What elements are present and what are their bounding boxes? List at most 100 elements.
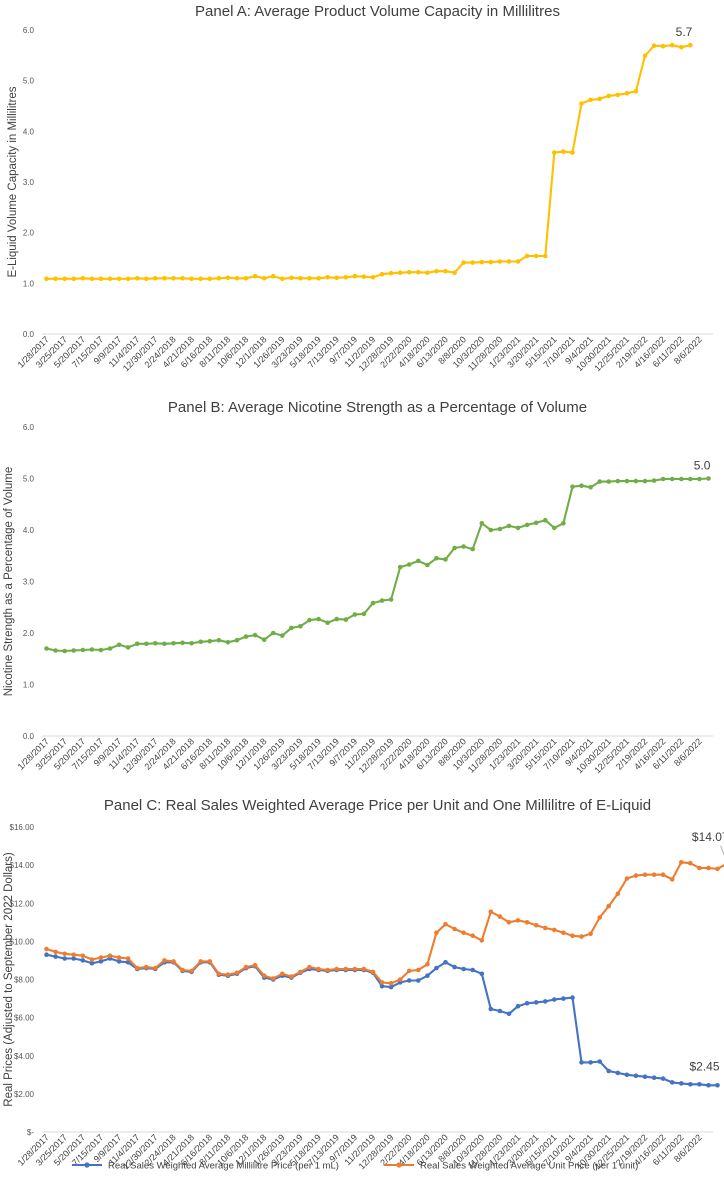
data-point — [189, 276, 194, 282]
data-point — [180, 640, 185, 646]
y-tick-label: 2.0 — [23, 629, 35, 638]
data-point — [225, 275, 231, 281]
data-point — [243, 276, 249, 281]
data-point — [80, 276, 86, 281]
data-point — [588, 485, 593, 490]
data-point — [533, 253, 539, 259]
data-point — [606, 93, 611, 99]
y-tick-label: 0.0 — [23, 330, 35, 339]
data-point — [543, 925, 548, 931]
data-point — [289, 974, 294, 979]
data-point — [162, 958, 167, 963]
data-point — [71, 956, 76, 961]
data-point — [216, 971, 222, 977]
data-point — [406, 562, 412, 567]
data-point — [53, 954, 58, 959]
data-point — [406, 978, 412, 983]
y-tick-label: 1.0 — [23, 279, 35, 288]
y-tick-label: $6.00 — [14, 1014, 35, 1023]
data-point — [261, 637, 267, 642]
data-point — [642, 872, 648, 877]
data-point — [280, 276, 285, 282]
data-point — [606, 1068, 611, 1074]
data-point — [533, 520, 539, 526]
data-point — [416, 967, 421, 973]
data-point — [62, 648, 67, 654]
data-point — [71, 648, 76, 653]
data-point — [597, 915, 602, 920]
data-point — [488, 259, 494, 265]
data-point — [198, 639, 203, 645]
panel-title: Panel A: Average Product Volume Capacity… — [195, 3, 560, 20]
data-point — [434, 930, 439, 936]
data-point — [162, 641, 167, 647]
data-point — [434, 556, 439, 561]
data-point — [570, 995, 575, 1000]
data-point — [552, 150, 557, 155]
data-point — [669, 1080, 675, 1085]
y-tick-label: $14.00 — [10, 861, 35, 870]
data-point — [443, 268, 448, 274]
data-point — [71, 276, 76, 282]
data-point — [588, 1060, 593, 1065]
data-point — [361, 611, 367, 617]
data-point — [579, 483, 584, 489]
data-point — [116, 959, 122, 964]
data-point — [679, 44, 684, 50]
data-point — [651, 872, 657, 877]
y-tick-label: 3.0 — [23, 178, 35, 187]
data-point — [443, 921, 448, 927]
y-tick-label: $12.00 — [10, 899, 35, 908]
data-point — [579, 1060, 584, 1065]
data-point — [406, 269, 412, 275]
legend-label: Real Sales Weighted Average Millilitre P… — [108, 1161, 339, 1172]
data-point — [624, 876, 630, 881]
data-point — [379, 980, 385, 985]
data-point — [243, 964, 249, 970]
legend-label: Real Sales Weighted Average Unit Price (… — [420, 1161, 638, 1172]
data-point — [180, 967, 185, 973]
y-tick-label: 4.0 — [23, 526, 35, 535]
y-axis-label: Real Prices (Adjusted to September 2022 … — [3, 852, 15, 1107]
data-point — [515, 918, 521, 923]
data-point — [298, 276, 303, 281]
data-point — [352, 612, 358, 617]
data-point — [497, 259, 503, 264]
data-point — [270, 976, 276, 981]
data-point — [452, 270, 457, 276]
data-point — [307, 964, 312, 970]
data-point — [688, 860, 693, 866]
data-point — [252, 273, 258, 279]
data-point — [289, 275, 294, 281]
data-point — [270, 273, 276, 279]
data-point — [543, 999, 548, 1004]
data-point — [706, 865, 711, 871]
data-point — [406, 968, 412, 974]
data-point — [343, 966, 349, 972]
data-point — [434, 965, 439, 971]
data-point — [171, 276, 176, 281]
data-point — [89, 647, 95, 652]
data-point — [361, 274, 367, 280]
data-point — [651, 43, 657, 48]
data-point — [651, 478, 657, 483]
data-point — [280, 633, 285, 638]
data-point — [325, 967, 330, 973]
data-point — [624, 1072, 630, 1078]
data-point — [252, 632, 258, 638]
y-tick-label: $- — [27, 1128, 34, 1137]
y-tick-label: $16.00 — [10, 823, 35, 832]
data-point — [660, 43, 666, 49]
data-point — [89, 276, 95, 282]
data-point — [697, 1082, 702, 1087]
data-point — [497, 526, 503, 532]
data-point — [153, 276, 158, 281]
data-point — [497, 914, 503, 919]
data-point — [425, 973, 430, 978]
data-point — [397, 270, 403, 276]
legend-marker — [84, 1162, 90, 1168]
data-point — [543, 253, 548, 259]
data-point — [479, 971, 485, 977]
data-point — [642, 478, 648, 484]
